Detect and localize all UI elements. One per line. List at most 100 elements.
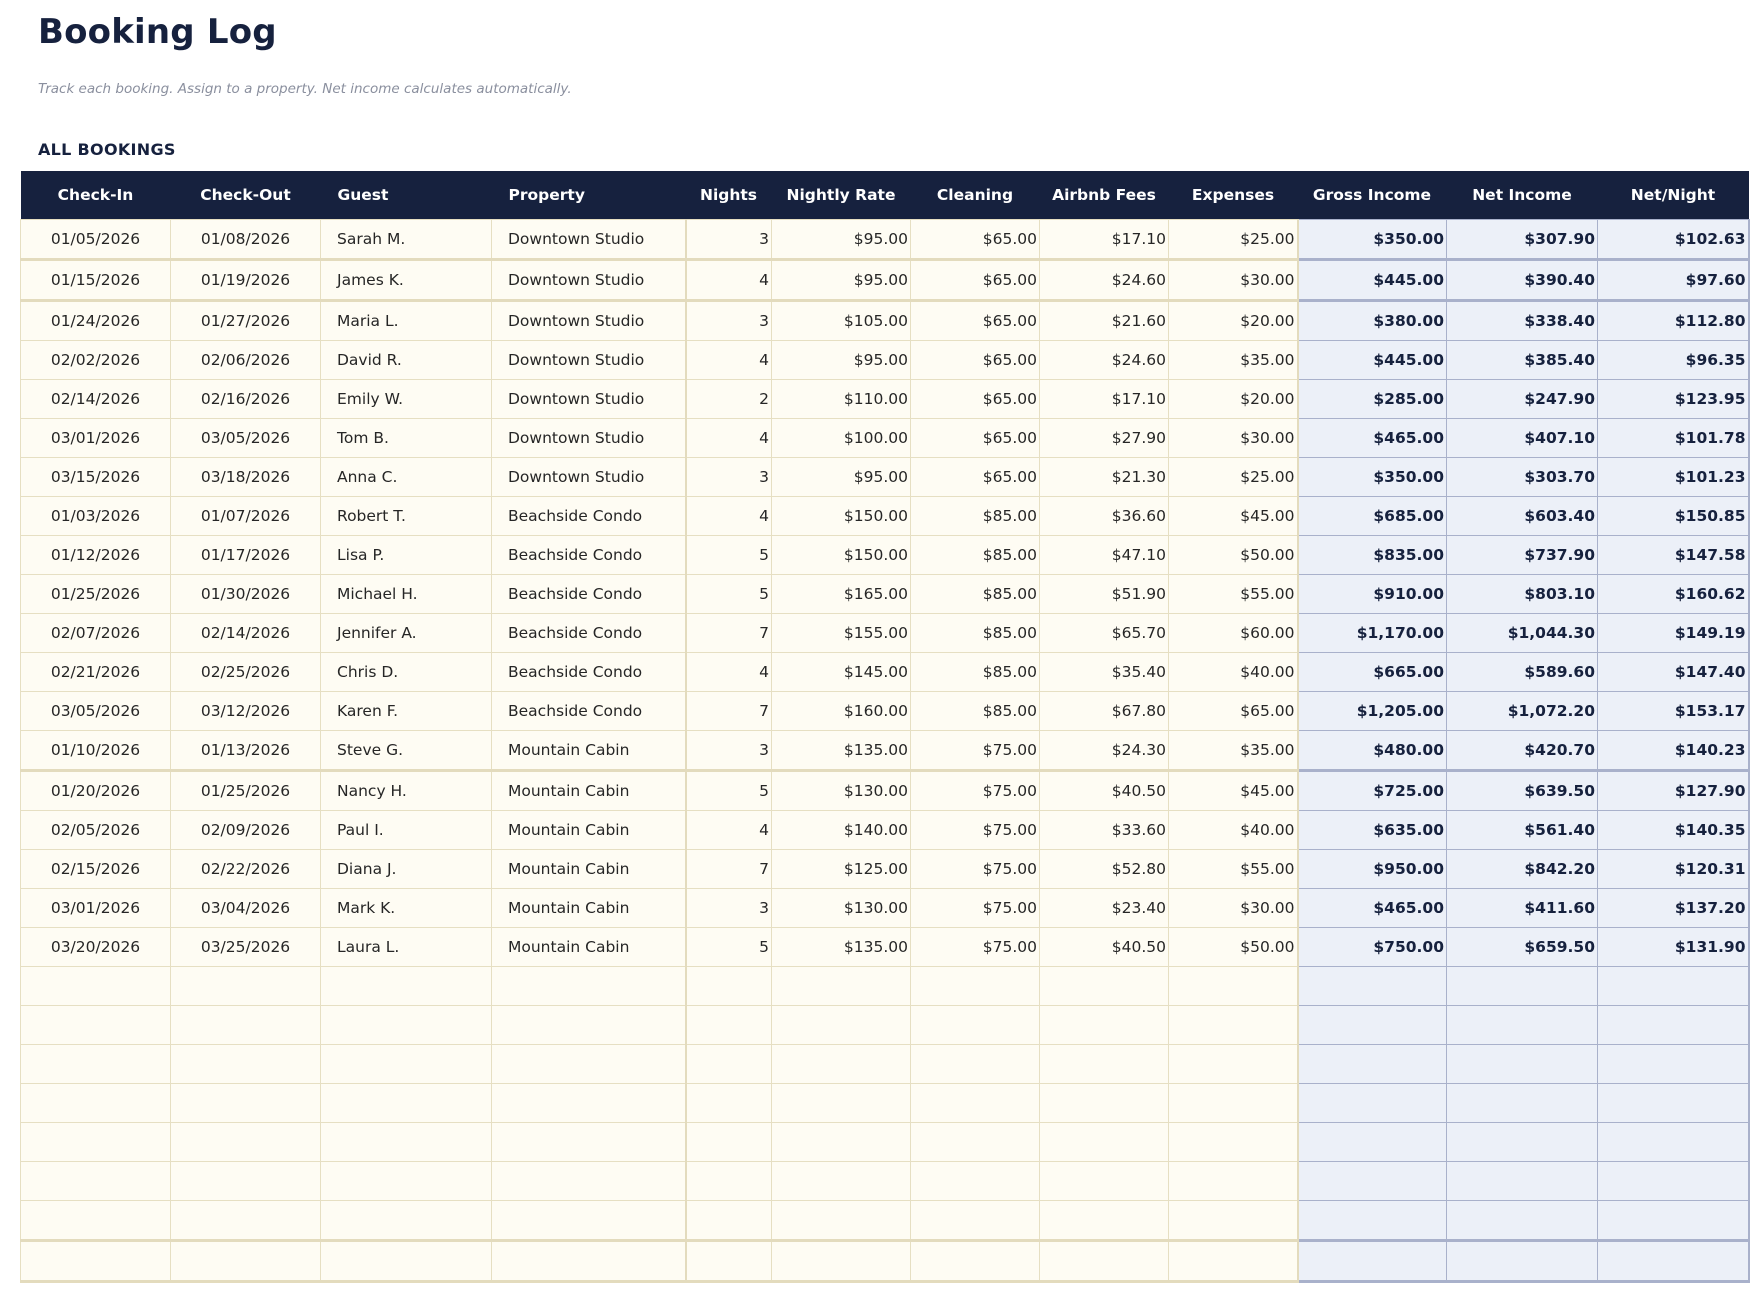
cell-check-in[interactable]: 01/10/2026	[20, 730, 171, 771]
cell-check-out[interactable]: 03/05/2026	[170, 418, 321, 458]
cell-expenses[interactable]: $25.00	[1168, 457, 1299, 497]
cell-check-out[interactable]: 03/04/2026	[170, 888, 321, 928]
cell-expenses[interactable]	[1168, 1161, 1299, 1201]
cell-airbnb-fees[interactable]	[1039, 1161, 1169, 1201]
cell-nightly-rate[interactable]	[771, 1161, 911, 1201]
column-header-check-out[interactable]: Check-Out	[170, 171, 321, 220]
cell-check-in[interactable]: 02/21/2026	[20, 652, 171, 692]
cell-guest[interactable]	[320, 1200, 492, 1241]
cell-check-in[interactable]: 02/05/2026	[20, 810, 171, 850]
cell-check-in[interactable]: 03/05/2026	[20, 691, 171, 731]
cell-airbnb-fees[interactable]: $65.70	[1039, 613, 1169, 653]
column-header-gross-income[interactable]: Gross Income	[1297, 171, 1447, 220]
cell-guest[interactable]: Nancy H.	[320, 769, 492, 811]
cell-expenses[interactable]: $25.00	[1168, 219, 1299, 260]
cell-check-out[interactable]: 01/13/2026	[170, 730, 321, 771]
cell-cleaning[interactable]	[910, 966, 1040, 1006]
cell-nights[interactable]: 4	[685, 652, 772, 692]
cell-airbnb-fees[interactable]	[1039, 1200, 1169, 1241]
cell-cleaning[interactable]	[910, 1122, 1040, 1162]
cell-nightly-rate[interactable]: $95.00	[771, 340, 911, 380]
cell-airbnb-fees[interactable]: $27.90	[1039, 418, 1169, 458]
cell-guest[interactable]	[320, 1005, 492, 1045]
cell-check-in[interactable]: 03/20/2026	[20, 927, 171, 967]
cell-expenses[interactable]	[1168, 1005, 1299, 1045]
cell-nightly-rate[interactable]	[771, 1200, 911, 1241]
cell-airbnb-fees[interactable]: $35.40	[1039, 652, 1169, 692]
cell-nights[interactable]	[685, 1161, 772, 1201]
cell-cleaning[interactable]: $85.00	[910, 535, 1040, 575]
cell-expenses[interactable]: $30.00	[1168, 258, 1299, 301]
column-header-expenses[interactable]: Expenses	[1168, 171, 1298, 220]
cell-nightly-rate[interactable]: $105.00	[771, 299, 911, 341]
cell-nightly-rate[interactable]: $95.00	[771, 258, 911, 301]
cell-nights[interactable]	[685, 1200, 772, 1241]
cell-airbnb-fees[interactable]: $36.60	[1039, 496, 1169, 536]
cell-guest[interactable]: Chris D.	[320, 652, 492, 692]
cell-airbnb-fees[interactable]	[1039, 1083, 1169, 1123]
cell-nightly-rate[interactable]: $130.00	[771, 769, 911, 811]
cell-cleaning[interactable]: $65.00	[910, 379, 1040, 419]
cell-property[interactable]	[491, 1005, 687, 1045]
cell-nightly-rate[interactable]: $100.00	[771, 418, 911, 458]
cell-cleaning[interactable]: $65.00	[910, 340, 1040, 380]
cell-check-in[interactable]: 02/02/2026	[20, 340, 171, 380]
cell-airbnb-fees[interactable]	[1039, 1005, 1169, 1045]
cell-property[interactable]: Mountain Cabin	[491, 810, 687, 850]
cell-nightly-rate[interactable]: $110.00	[771, 379, 911, 419]
cell-airbnb-fees[interactable]	[1039, 1239, 1169, 1283]
cell-property[interactable]: Mountain Cabin	[491, 769, 687, 811]
cell-expenses[interactable]	[1168, 1122, 1299, 1162]
cell-airbnb-fees[interactable]: $52.80	[1039, 849, 1169, 889]
cell-nightly-rate[interactable]: $150.00	[771, 496, 911, 536]
cell-cleaning[interactable]	[910, 1005, 1040, 1045]
cell-cleaning[interactable]	[910, 1161, 1040, 1201]
cell-property[interactable]: Downtown Studio	[491, 379, 687, 419]
cell-check-out[interactable]: 01/08/2026	[170, 219, 321, 260]
cell-check-in[interactable]: 01/12/2026	[20, 535, 171, 575]
cell-check-out[interactable]: 02/22/2026	[170, 849, 321, 889]
cell-nightly-rate[interactable]: $125.00	[771, 849, 911, 889]
cell-airbnb-fees[interactable]: $23.40	[1039, 888, 1169, 928]
cell-cleaning[interactable]	[910, 1044, 1040, 1084]
cell-expenses[interactable]: $45.00	[1168, 496, 1299, 536]
cell-property[interactable]: Downtown Studio	[491, 418, 687, 458]
cell-expenses[interactable]: $50.00	[1168, 535, 1299, 575]
cell-guest[interactable]: Maria L.	[320, 299, 492, 341]
cell-nights[interactable]	[685, 1005, 772, 1045]
cell-guest[interactable]: Sarah M.	[320, 219, 492, 260]
cell-check-in[interactable]: 02/07/2026	[20, 613, 171, 653]
cell-airbnb-fees[interactable]	[1039, 1122, 1169, 1162]
cell-cleaning[interactable]: $65.00	[910, 299, 1040, 341]
cell-check-out[interactable]	[170, 1083, 321, 1123]
cell-cleaning[interactable]	[910, 1200, 1040, 1241]
cell-check-in[interactable]: 02/14/2026	[20, 379, 171, 419]
cell-guest[interactable]: Robert T.	[320, 496, 492, 536]
cell-expenses[interactable]: $40.00	[1168, 652, 1299, 692]
cell-guest[interactable]: David R.	[320, 340, 492, 380]
cell-nights[interactable]: 2	[685, 379, 772, 419]
cell-airbnb-fees[interactable]: $17.10	[1039, 219, 1169, 260]
cell-expenses[interactable]: $55.00	[1168, 849, 1299, 889]
cell-airbnb-fees[interactable]: $21.60	[1039, 299, 1169, 341]
cell-check-in[interactable]	[20, 1083, 171, 1123]
cell-cleaning[interactable]: $65.00	[910, 457, 1040, 497]
cell-expenses[interactable]	[1168, 1239, 1299, 1283]
cell-check-out[interactable]: 03/25/2026	[170, 927, 321, 967]
cell-airbnb-fees[interactable]: $67.80	[1039, 691, 1169, 731]
cell-property[interactable]: Beachside Condo	[491, 652, 687, 692]
cell-check-out[interactable]: 02/25/2026	[170, 652, 321, 692]
cell-cleaning[interactable]: $85.00	[910, 613, 1040, 653]
cell-check-in[interactable]: 01/20/2026	[20, 769, 171, 811]
cell-check-out[interactable]: 01/17/2026	[170, 535, 321, 575]
cell-airbnb-fees[interactable]	[1039, 966, 1169, 1006]
cell-expenses[interactable]: $45.00	[1168, 769, 1299, 811]
cell-check-out[interactable]	[170, 966, 321, 1006]
cell-nights[interactable]: 7	[685, 613, 772, 653]
cell-check-out[interactable]: 01/07/2026	[170, 496, 321, 536]
column-header-check-in[interactable]: Check-In	[20, 171, 171, 220]
column-header-guest[interactable]: Guest	[320, 171, 492, 220]
cell-nights[interactable]: 4	[685, 496, 772, 536]
cell-check-in[interactable]: 02/15/2026	[20, 849, 171, 889]
cell-airbnb-fees[interactable]: $24.60	[1039, 258, 1169, 301]
